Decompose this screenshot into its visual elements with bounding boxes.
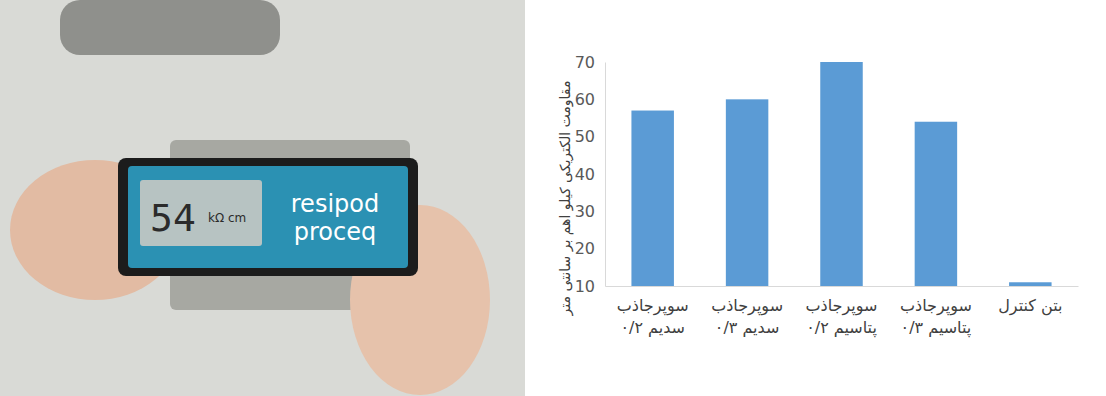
x-tick: سوپرجاذبپتاسیم ۰/۳ [900,286,972,338]
y-axis: 10 20 30 40 50 60 70 [575,53,606,296]
y-tick: 40 [575,165,605,184]
y-tick: 30 [575,202,605,221]
display-value: 54 [150,196,196,240]
y-tick: 70 [575,53,605,72]
y-tick: 10 [575,277,605,296]
x-tick: بتن کنترل [998,286,1062,316]
bars [631,62,1051,286]
y-axis-title: مقاومت الکتریکی کیلو اهم بر سانتی متر [557,81,574,317]
y-tick: 50 [575,127,605,146]
photo-panel: 54 kΩ cm resipodproceq [0,0,525,396]
x-tick: سوپرجاذبسدیم ۰/۲ [617,286,689,337]
x-tick-label: بتن کنترل [998,296,1062,316]
device-face [128,166,408,268]
bar [726,99,768,286]
photo-background [0,0,525,396]
x-axis-line [606,286,1079,287]
bar [1009,282,1051,286]
y-axis-line [605,63,606,287]
device-lcd [140,180,262,246]
device-body [118,158,418,276]
canvas: 54 kΩ cm resipodproceq 10 20 30 40 50 60 70 سوپرجا… [0,0,1106,396]
bar [915,122,957,286]
y-tick-label: 40 [575,165,595,184]
y-tick-label: 60 [575,90,595,109]
x-tick: سوپرجاذبپتاسیم ۰/۲ [806,286,878,338]
display-unit: kΩ cm [208,211,246,225]
bar [631,111,673,286]
brand-text: proceq [294,218,376,246]
y-tick-label: 30 [575,202,595,221]
y-tick: 60 [575,90,605,109]
chart: 10203040506070سوپرجاذبسدیم ۰/۲سوپرجاذبسد… [557,53,1079,338]
concrete-cylinder [60,0,280,55]
x-tick-label: سوپرجاذبسدیم ۰/۲ [617,296,689,337]
y-tick-label: 50 [575,127,595,146]
y-tick: 20 [575,239,605,258]
bar [820,62,862,286]
x-tick: سوپرجاذبسدیم ۰/۳ [711,286,783,337]
x-tick-label: سوپرجاذبپتاسیم ۰/۳ [900,296,972,338]
y-tick-label: 70 [575,53,595,72]
x-tick-label: سوپرجاذبپتاسیم ۰/۲ [806,296,878,338]
x-tick-label: سوپرجاذبسدیم ۰/۳ [711,296,783,337]
brand-text: resipod [291,190,379,218]
y-tick-label: 20 [575,239,595,258]
y-tick-label: 10 [575,277,595,296]
x-axis: سوپرجاذبسدیم ۰/۲ سوپرجاذبسدیم ۰/۳ سوپرجاذب… [606,286,1079,338]
